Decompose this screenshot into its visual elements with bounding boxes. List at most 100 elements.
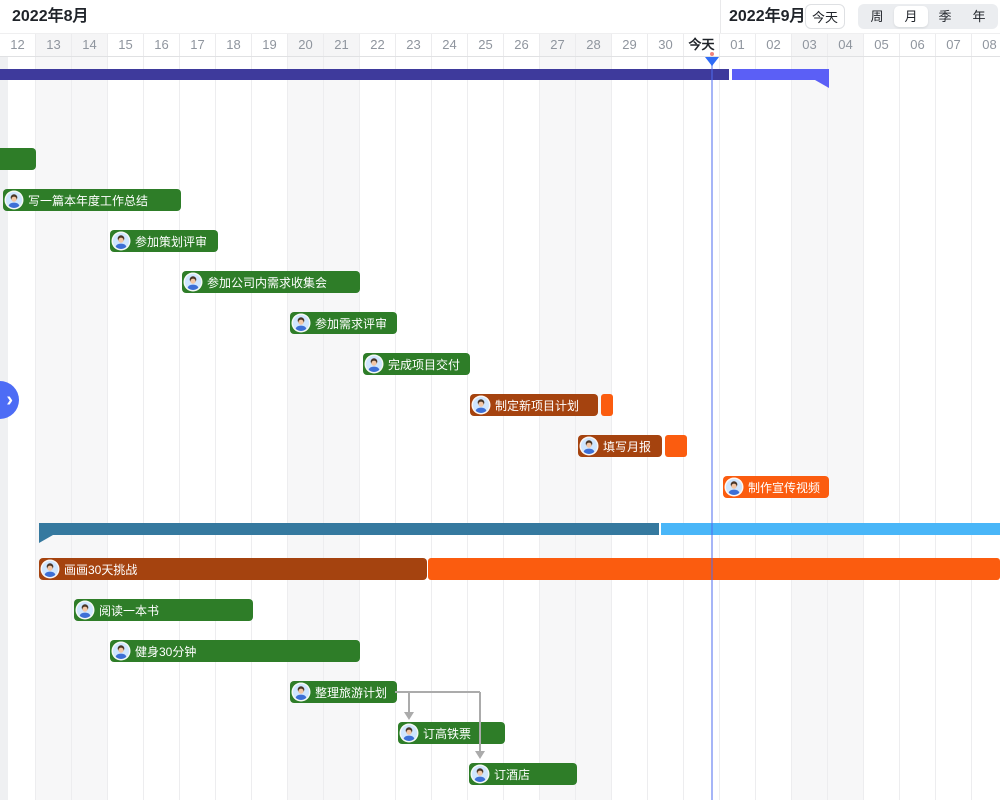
date-header-row: 12 13 14 15 16 17 18 19 20 21 22 23 24 25 26 27 28 29 30 今天… bbox=[0, 33, 1000, 57]
expand-sidebar-button[interactable]: › bbox=[0, 381, 19, 419]
task-bar[interactable]: 写一篇本年度工作总结 bbox=[3, 189, 181, 211]
task-bar[interactable]: 制作宣传视频 bbox=[723, 476, 829, 498]
grid-column bbox=[216, 57, 252, 800]
dependency-line bbox=[408, 692, 410, 712]
assignee-avatar-icon bbox=[366, 356, 382, 372]
collapsed-panel-strip bbox=[0, 57, 8, 800]
date-cell: 04 bbox=[828, 34, 864, 56]
grid-column bbox=[504, 57, 540, 800]
assignee-avatar-icon bbox=[42, 561, 58, 577]
date-cell: 23 bbox=[396, 34, 432, 56]
today-alert-dot bbox=[710, 52, 714, 56]
view-mode-year[interactable]: 年 bbox=[962, 6, 996, 27]
task-label: 制定新项目计划 bbox=[495, 398, 580, 413]
grid-column bbox=[0, 57, 36, 800]
date-cell: 21 bbox=[324, 34, 360, 56]
assignee-avatar-icon bbox=[473, 397, 489, 413]
task-overflow-segment[interactable] bbox=[601, 394, 613, 416]
grid-column bbox=[576, 57, 612, 800]
date-cell: 18 bbox=[216, 34, 252, 56]
task-label: 填写月报 bbox=[603, 439, 652, 454]
assignee-avatar-icon bbox=[293, 315, 309, 331]
assignee-avatar-icon bbox=[6, 192, 22, 208]
assignee-avatar-icon bbox=[472, 766, 488, 782]
assignee-avatar-icon bbox=[401, 725, 417, 741]
assignee-avatar-icon bbox=[185, 274, 201, 290]
date-cell: 02 bbox=[756, 34, 792, 56]
task-bar[interactable]: 订高铁票 bbox=[398, 722, 505, 744]
grid-column bbox=[792, 57, 828, 800]
task-label: 健身30分钟 bbox=[135, 644, 197, 659]
grid-column bbox=[684, 57, 720, 800]
today-marker-icon bbox=[705, 57, 719, 66]
chevron-right-icon: › bbox=[6, 389, 13, 411]
assignee-avatar-icon bbox=[293, 684, 309, 700]
task-bar[interactable]: 整理旅游计划 bbox=[290, 681, 397, 703]
today-button[interactable]: 今天 bbox=[805, 4, 845, 29]
toolbar: 2022年8月 2022年9月 今天 周 月 季 年 bbox=[0, 0, 1000, 33]
view-mode-month[interactable]: 月 bbox=[894, 6, 928, 27]
view-mode-quarter[interactable]: 季 bbox=[928, 6, 962, 27]
grid-column bbox=[864, 57, 900, 800]
date-cell: 03 bbox=[792, 34, 828, 56]
assignee-avatar-icon bbox=[113, 643, 129, 659]
task-label: 画画30天挑战 bbox=[64, 562, 138, 577]
task-bar[interactable]: 制定新项目计划 bbox=[470, 394, 598, 416]
task-label: 写一篇本年度工作总结 bbox=[28, 193, 149, 208]
view-mode-switcher: 周 月 季 年 bbox=[858, 4, 998, 29]
assignee-avatar-icon bbox=[581, 438, 597, 454]
grid-column bbox=[936, 57, 972, 800]
date-cell: 08 bbox=[972, 34, 1000, 56]
task-label: 订酒店 bbox=[494, 767, 531, 782]
bottom-group-summary-end-cap bbox=[39, 535, 53, 543]
grid-column bbox=[36, 57, 72, 800]
date-cell: 13 bbox=[36, 34, 72, 56]
task-bar[interactable]: 参加需求评审 bbox=[290, 312, 397, 334]
date-cell: 28 bbox=[576, 34, 612, 56]
task-bar[interactable]: 参加公司内需求收集会 bbox=[182, 271, 360, 293]
grid-column bbox=[144, 57, 180, 800]
task-bar[interactable]: 填写月报 bbox=[578, 435, 662, 457]
date-cell: 14 bbox=[72, 34, 108, 56]
task-label: 参加策划评审 bbox=[135, 234, 208, 249]
task-bar[interactable]: 画画30天挑战 bbox=[39, 558, 427, 580]
month-separator bbox=[720, 0, 721, 33]
date-cell: 12 bbox=[0, 34, 36, 56]
date-cell: 30 bbox=[648, 34, 684, 56]
top-project-summary-end-cap bbox=[815, 80, 829, 88]
grid-column bbox=[468, 57, 504, 800]
date-cell: 06 bbox=[900, 34, 936, 56]
bottom-group-summary-segment[interactable] bbox=[39, 523, 659, 535]
grid-column bbox=[648, 57, 684, 800]
grid-column bbox=[360, 57, 396, 800]
date-cell: 今天 bbox=[684, 34, 720, 56]
date-cell: 15 bbox=[108, 34, 144, 56]
task-bar[interactable] bbox=[0, 148, 36, 170]
task-label: 完成项目交付 bbox=[388, 357, 461, 372]
task-overflow-segment[interactable] bbox=[665, 435, 687, 457]
top-project-summary-segment[interactable] bbox=[732, 69, 829, 80]
assignee-avatar-icon bbox=[77, 602, 93, 618]
task-label: 整理旅游计划 bbox=[315, 685, 388, 700]
task-bar[interactable]: 完成项目交付 bbox=[363, 353, 470, 375]
task-bar[interactable]: 健身30分钟 bbox=[110, 640, 360, 662]
grid-column bbox=[900, 57, 936, 800]
bottom-group-summary-segment[interactable] bbox=[661, 523, 1000, 535]
top-project-summary-segment[interactable] bbox=[0, 69, 729, 80]
grid-column bbox=[828, 57, 864, 800]
dependency-arrow-icon bbox=[475, 751, 485, 759]
task-bar[interactable]: 订酒店 bbox=[469, 763, 577, 785]
date-cell: 29 bbox=[612, 34, 648, 56]
grid-column bbox=[180, 57, 216, 800]
task-bar[interactable]: 阅读一本书 bbox=[74, 599, 253, 621]
task-overflow-segment[interactable] bbox=[428, 558, 1000, 580]
date-cell: 20 bbox=[288, 34, 324, 56]
dependency-line bbox=[395, 691, 480, 693]
grid-column bbox=[288, 57, 324, 800]
month-label-august: 2022年8月 bbox=[12, 8, 89, 25]
task-label: 制作宣传视频 bbox=[748, 480, 821, 495]
view-mode-week[interactable]: 周 bbox=[860, 6, 894, 27]
task-bar[interactable]: 参加策划评审 bbox=[110, 230, 218, 252]
task-label: 参加需求评审 bbox=[315, 316, 388, 331]
date-cell: 05 bbox=[864, 34, 900, 56]
